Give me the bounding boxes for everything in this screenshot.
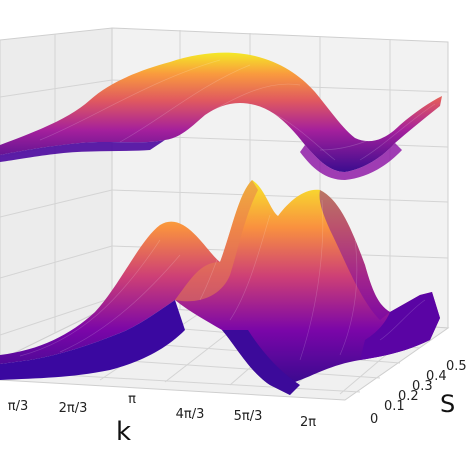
- x-tick-label: π/3: [8, 399, 28, 414]
- y-tick-label: 0.5: [446, 359, 467, 374]
- y-tick-label: 0.1: [384, 399, 405, 414]
- y-tick-label: 0.3: [412, 379, 433, 394]
- x-tick-labels: π/3 2π/3 π 4π/3 5π/3 2π: [8, 392, 316, 430]
- x-tick-label: 5π/3: [234, 409, 263, 424]
- upper-band-surface: [0, 52, 442, 180]
- y-tick-labels: 0 0.10.20.30.40.5: [370, 359, 467, 427]
- x-tick-label: 2π: [300, 415, 316, 430]
- x-tick-label: π: [128, 392, 136, 407]
- lower-band-surface: [0, 180, 440, 395]
- y-tick-label: 0.4: [426, 369, 447, 384]
- x-tick-label: 2π/3: [59, 401, 88, 416]
- y-tick-label: 0: [370, 412, 378, 427]
- y-tick-label: 0.2: [398, 389, 419, 404]
- x-tick-label: 4π/3: [176, 407, 205, 422]
- y-axis-label: S: [440, 390, 455, 418]
- x-axis-label: k: [116, 417, 131, 447]
